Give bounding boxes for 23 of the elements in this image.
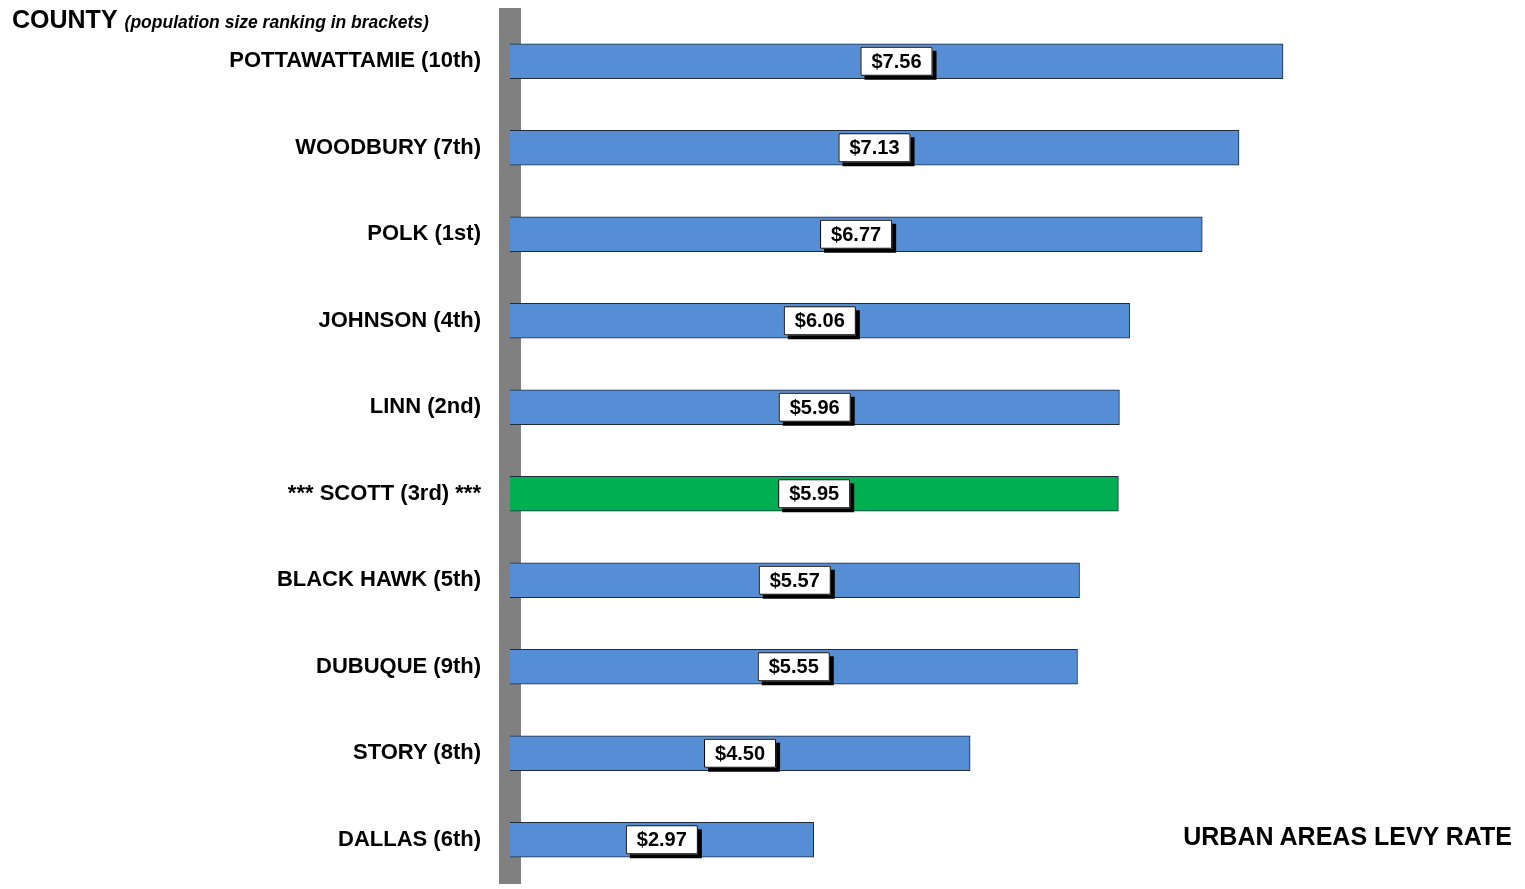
data-label: $5.57 [769, 568, 820, 591]
data-label: $2.97 [636, 828, 687, 851]
y-tick-label: POLK (1st) [367, 220, 481, 246]
y-tick-label: JOHNSON (4th) [318, 306, 481, 332]
y-tick-label: POTTAWATTAMIE (10th) [229, 47, 481, 73]
y-tick-label: *** SCOTT (3rd) *** [287, 479, 482, 505]
text: (population size ranking in brackets) [124, 12, 429, 32]
y-tick-label: BLACK HAWK (5th) [276, 566, 481, 592]
y-tick-label: DUBUQUE (9th) [316, 652, 481, 678]
data-label: $4.50 [715, 741, 766, 764]
data-label: $6.77 [831, 222, 882, 245]
y-tick-label: WOODBURY (7th) [295, 133, 481, 159]
y-tick-label: STORY (8th) [353, 739, 481, 765]
data-label: $6.06 [794, 309, 845, 332]
data-label: $5.96 [789, 395, 840, 418]
text: COUNTY [12, 5, 118, 33]
y-tick-label: DALLAS (6th) [338, 825, 481, 851]
data-label: $5.55 [768, 655, 819, 678]
data-label: $5.95 [789, 482, 840, 505]
data-label: $7.56 [871, 49, 922, 72]
y-tick-label: LINN (2nd) [369, 393, 481, 419]
x-axis-title: URBAN AREAS LEVY RATE [1183, 822, 1512, 851]
data-label: $7.13 [849, 136, 900, 159]
